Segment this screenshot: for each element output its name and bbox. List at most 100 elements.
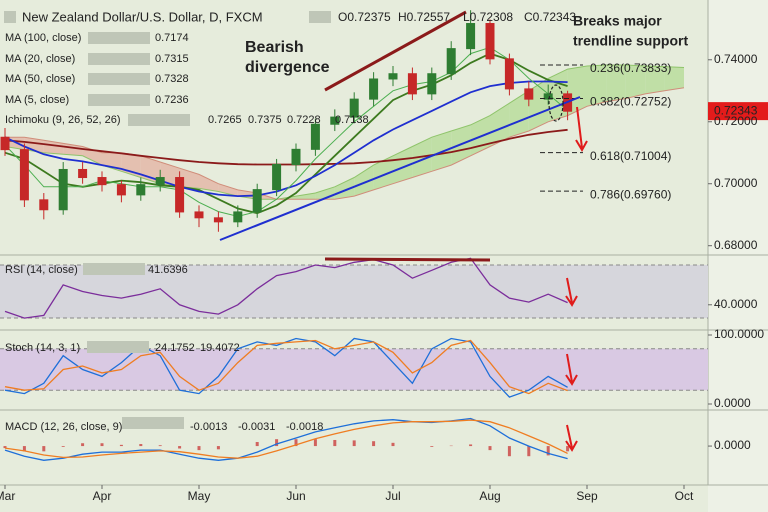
histogram-bar (469, 444, 473, 447)
candle-body (233, 211, 243, 223)
marks (0, 10, 768, 461)
candle-body (388, 73, 398, 80)
ohlc-label: C0.72343 (524, 10, 576, 24)
trendline (219, 96, 581, 241)
histogram-bar (255, 442, 259, 447)
legend-name: MA (50, close) (5, 73, 75, 85)
ichimoku-cloud (218, 183, 238, 197)
indicator-line (4, 339, 568, 395)
y-tick-label: 0.74000 (714, 52, 758, 66)
legend-name: MA (20, close) (5, 53, 75, 65)
indicator-line (4, 257, 568, 319)
candle-body (485, 23, 495, 60)
histogram-bar (333, 439, 337, 447)
legend-value: 0.7265 (208, 114, 242, 126)
annotation: Bearish (245, 39, 304, 56)
fib-label: 0.618(0.71004) (590, 149, 671, 163)
candle-body (155, 177, 165, 186)
x-tick-label: Oct (675, 489, 694, 503)
histogram-bar (275, 439, 279, 447)
candle-body (446, 48, 456, 75)
ichimoku-cloud (587, 65, 607, 107)
x-tick-label: Jul (385, 489, 400, 503)
candle-body (252, 189, 262, 213)
histogram-bar (178, 446, 182, 449)
histogram-bar (507, 446, 511, 457)
candle-body (19, 149, 29, 201)
candle-body (58, 168, 68, 211)
candle-body (524, 88, 534, 100)
candle-body (97, 177, 107, 186)
legend-name: Ichimoku (9, 26, 52, 26) (5, 114, 121, 126)
candle-body (349, 98, 359, 118)
candle-body (213, 217, 223, 223)
legend-value: 0.7236 (155, 94, 189, 106)
y-tick-label: 40.0000 (714, 297, 758, 311)
candle-body (310, 123, 320, 150)
panel-name: Stoch (14, 3, 1) (5, 342, 80, 354)
panel-value: -0.0013 (190, 421, 227, 433)
ichimoku-cloud (121, 152, 141, 178)
ichimoku-cloud (528, 78, 549, 132)
x-tick-label: Apr (93, 489, 112, 503)
ichimoku-cloud (373, 155, 393, 190)
ichimoku-cloud (490, 103, 510, 147)
histogram-bar (294, 439, 298, 447)
x-tick-label: Mar (0, 489, 15, 503)
histogram-bar (197, 446, 201, 451)
price-axis-bg (708, 0, 768, 512)
annotation: Breaks major (573, 13, 662, 29)
histogram-bar (61, 446, 65, 447)
panel-value: 19.4072 (200, 342, 240, 354)
legend-value: 0.7315 (155, 53, 189, 65)
y-tick-label: 0.68000 (714, 238, 758, 252)
ichimoku-cloud (160, 162, 180, 187)
ichimoku-cloud (334, 177, 355, 200)
candle-body (369, 78, 379, 100)
x-tick-label: Aug (479, 489, 500, 503)
candle-body (427, 73, 437, 95)
arrows (565, 106, 588, 452)
histogram-bar (139, 444, 143, 447)
candle-body (407, 73, 417, 95)
panel-name: MACD (12, 26, close, 9) (5, 421, 122, 433)
candle-body (0, 136, 10, 151)
y-tick-label: 0.70000 (714, 176, 758, 190)
ichimoku-cloud (296, 193, 316, 200)
candle-body (466, 23, 476, 50)
ohlc-label: L0.72308 (463, 10, 513, 24)
legend-value: 0.7228 (287, 114, 321, 126)
indicator-band (0, 348, 708, 391)
span-a-line (4, 64, 685, 200)
fib-label: 0.236(0.73833) (590, 61, 671, 75)
x-tick-label: May (188, 489, 211, 503)
panel-value: 24.1752 (155, 342, 195, 354)
legend-name: MA (100, close) (5, 32, 81, 44)
candle-body (136, 184, 146, 196)
ichimoku-cloud (645, 65, 665, 94)
legend-value: 0.7138 (335, 114, 369, 126)
histogram-bar (430, 446, 434, 447)
legend-name: MA (5, close) (5, 94, 69, 106)
candle-body (504, 58, 514, 90)
histogram-bar (488, 446, 492, 451)
x-tick-label: Sep (576, 489, 598, 503)
annotation: divergence (245, 59, 330, 76)
legend-value: 0.7328 (155, 73, 189, 85)
ichimoku-cloud (354, 165, 374, 197)
ichimoku-cloud (199, 174, 219, 192)
candle-body (116, 184, 126, 196)
candle-body (291, 148, 301, 166)
legend-value: 0.7375 (248, 114, 282, 126)
histogram-bar (100, 443, 104, 447)
histogram-bar (81, 443, 85, 447)
histogram-bar (372, 441, 376, 447)
histogram-bar (22, 446, 26, 452)
panel-value: 41.6396 (148, 264, 188, 276)
panel-value: -0.0018 (286, 421, 323, 433)
candle-body (175, 177, 185, 213)
histogram-bar (391, 442, 395, 447)
candle-body (194, 211, 204, 219)
histogram-bar (42, 446, 46, 452)
y-tick-label: 0.72000 (714, 114, 758, 128)
